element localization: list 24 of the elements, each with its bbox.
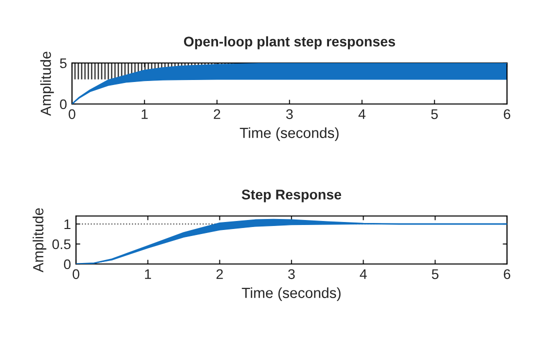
x-tick-label: 5: [432, 269, 438, 280]
x-tick-label: 4: [358, 109, 366, 119]
x-axis-title: Time (seconds): [242, 287, 341, 301]
y-tick-label: 1: [64, 219, 70, 230]
x-tick-label: 3: [288, 269, 295, 280]
y-axis-title: Amplitude: [40, 52, 54, 116]
x-tick-label: 6: [504, 269, 510, 280]
x-tick-label: 2: [216, 269, 223, 279]
x-tick-label: 5: [431, 109, 438, 120]
chart-title: Open-loop plant step responses: [184, 36, 396, 50]
x-tick-label: 6: [504, 109, 510, 120]
x-tick-label: 1: [142, 109, 148, 119]
x-tick-label: 4: [360, 269, 367, 279]
x-tick-label: 0: [72, 269, 80, 280]
y-axis-title: Amplitude: [32, 208, 46, 272]
x-tick-label: 1: [145, 269, 152, 279]
y-tick-label: 0: [60, 99, 67, 110]
x-tick-label: 2: [214, 109, 220, 119]
x-tick-label: 3: [286, 109, 293, 120]
x-axis-title: Time (seconds): [240, 127, 339, 141]
y-tick-label: 0.5: [52, 239, 71, 250]
y-tick-label: 0: [64, 259, 71, 270]
chart-title: Step Response: [242, 190, 342, 202]
y-tick-label: 5: [60, 58, 67, 68]
